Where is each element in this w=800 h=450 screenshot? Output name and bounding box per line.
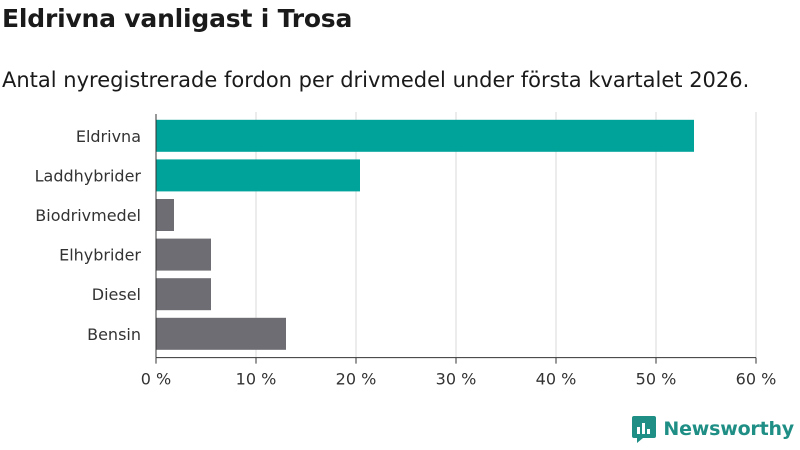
x-tick-label: 60 % bbox=[736, 370, 777, 389]
bar-biodrivmedel bbox=[156, 199, 174, 231]
logo-text: Newsworthy bbox=[663, 418, 794, 440]
bar-eldrivna bbox=[156, 120, 694, 152]
bar-diesel bbox=[156, 278, 211, 310]
x-tick-label: 0 % bbox=[141, 370, 171, 389]
bar-elhybrider bbox=[156, 239, 211, 271]
x-tick-label: 20 % bbox=[336, 370, 377, 389]
category-label: Laddhybrider bbox=[35, 166, 142, 185]
newsworthy-logo-icon bbox=[631, 414, 657, 444]
x-tick-label: 40 % bbox=[536, 370, 577, 389]
x-tick-label: 50 % bbox=[636, 370, 677, 389]
bar-chart: 0 % 10 % 20 % 30 % 40 % 50 % 60 % Eldrivna Laddh… bbox=[0, 110, 800, 400]
bar-bensin bbox=[156, 318, 286, 350]
newsworthy-logo: Newsworthy bbox=[631, 414, 794, 444]
category-label: Biodrivmedel bbox=[35, 206, 141, 225]
category-label: Bensin bbox=[87, 325, 141, 344]
category-label: Eldrivna bbox=[76, 127, 141, 146]
bar-laddhybrider bbox=[156, 159, 360, 191]
chart-title: Eldrivna vanligast i Trosa bbox=[2, 4, 352, 33]
chart-subtitle: Antal nyregistrerade fordon per drivmede… bbox=[2, 68, 749, 92]
x-tick-label: 10 % bbox=[236, 370, 277, 389]
category-label: Elhybrider bbox=[59, 246, 141, 265]
category-label: Diesel bbox=[92, 285, 141, 304]
x-tick-label: 30 % bbox=[436, 370, 477, 389]
